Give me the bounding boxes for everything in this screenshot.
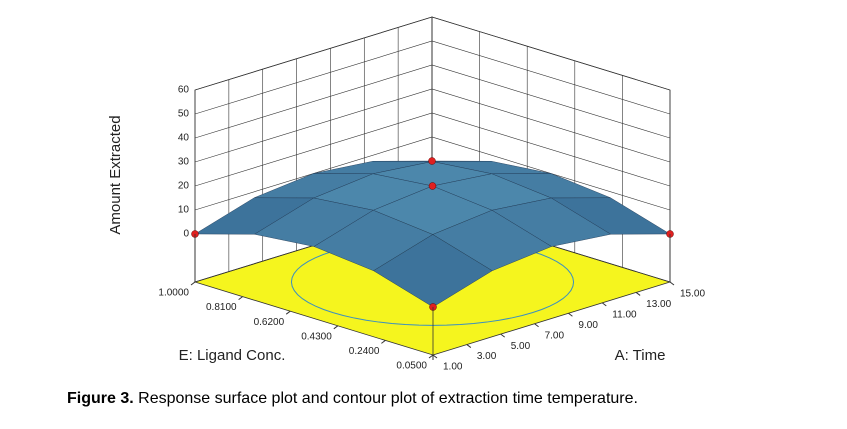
design-point: [428, 157, 436, 165]
x-axis-title: A: Time: [615, 347, 666, 364]
y-axis-title: E: Ligand Conc.: [179, 347, 286, 364]
tick-mark: [635, 292, 641, 296]
y-tick-label: 0.6200: [254, 317, 285, 328]
y-tick-label: 0.0500: [396, 361, 427, 372]
z-tick-label: 60: [178, 85, 190, 96]
tick-mark: [432, 354, 438, 359]
x-tick-label: 9.00: [578, 320, 598, 331]
y-tick-label: 0.8100: [206, 302, 237, 313]
grid-line: [194, 64, 671, 139]
x-tick-label: 7.00: [545, 330, 565, 341]
caption: Figure 3. Response surface plot and cont…: [67, 390, 638, 407]
tick-mark: [190, 281, 196, 286]
grid-line: [194, 40, 671, 115]
caption-label: Figure 3.: [67, 390, 134, 407]
tick-mark: [601, 302, 607, 307]
tick-mark: [500, 333, 506, 338]
grid-line: [194, 88, 671, 163]
x-tick-label: 11.00: [612, 309, 637, 320]
z-tick-label: 50: [178, 109, 190, 120]
grid-line: [194, 16, 671, 91]
x-tick-label: 13.00: [646, 299, 671, 310]
z-tick-label: 30: [178, 157, 190, 168]
design-point: [428, 182, 437, 190]
surface-patch: [373, 234, 493, 308]
y-tick-label: 1.0000: [158, 288, 189, 299]
tick-mark: [534, 323, 539, 328]
x-tick-label: 5.00: [511, 341, 531, 352]
z-axis-title: Amount Extracted: [107, 115, 124, 234]
z-tick-label: 0: [183, 229, 189, 240]
tick-mark: [669, 281, 675, 286]
y-tick-label: 0.2400: [349, 346, 380, 357]
tick-mark: [333, 325, 339, 330]
caption-text: Response surface plot and contour plot o…: [138, 390, 638, 407]
x-tick-label: 15.00: [680, 289, 705, 300]
tick-mark: [466, 344, 472, 348]
tick-mark: [238, 296, 243, 301]
tick-mark: [285, 310, 291, 315]
y-tick-label: 0.4300: [301, 331, 332, 342]
z-tick-label: 10: [178, 205, 190, 216]
z-tick-label: 40: [178, 133, 190, 144]
tick-mark: [428, 354, 434, 359]
tick-mark: [381, 339, 386, 344]
z-tick-label: 20: [178, 181, 190, 192]
tick-mark: [568, 312, 573, 317]
x-tick-label: 1.00: [443, 362, 463, 373]
x-tick-label: 3.00: [477, 351, 497, 362]
